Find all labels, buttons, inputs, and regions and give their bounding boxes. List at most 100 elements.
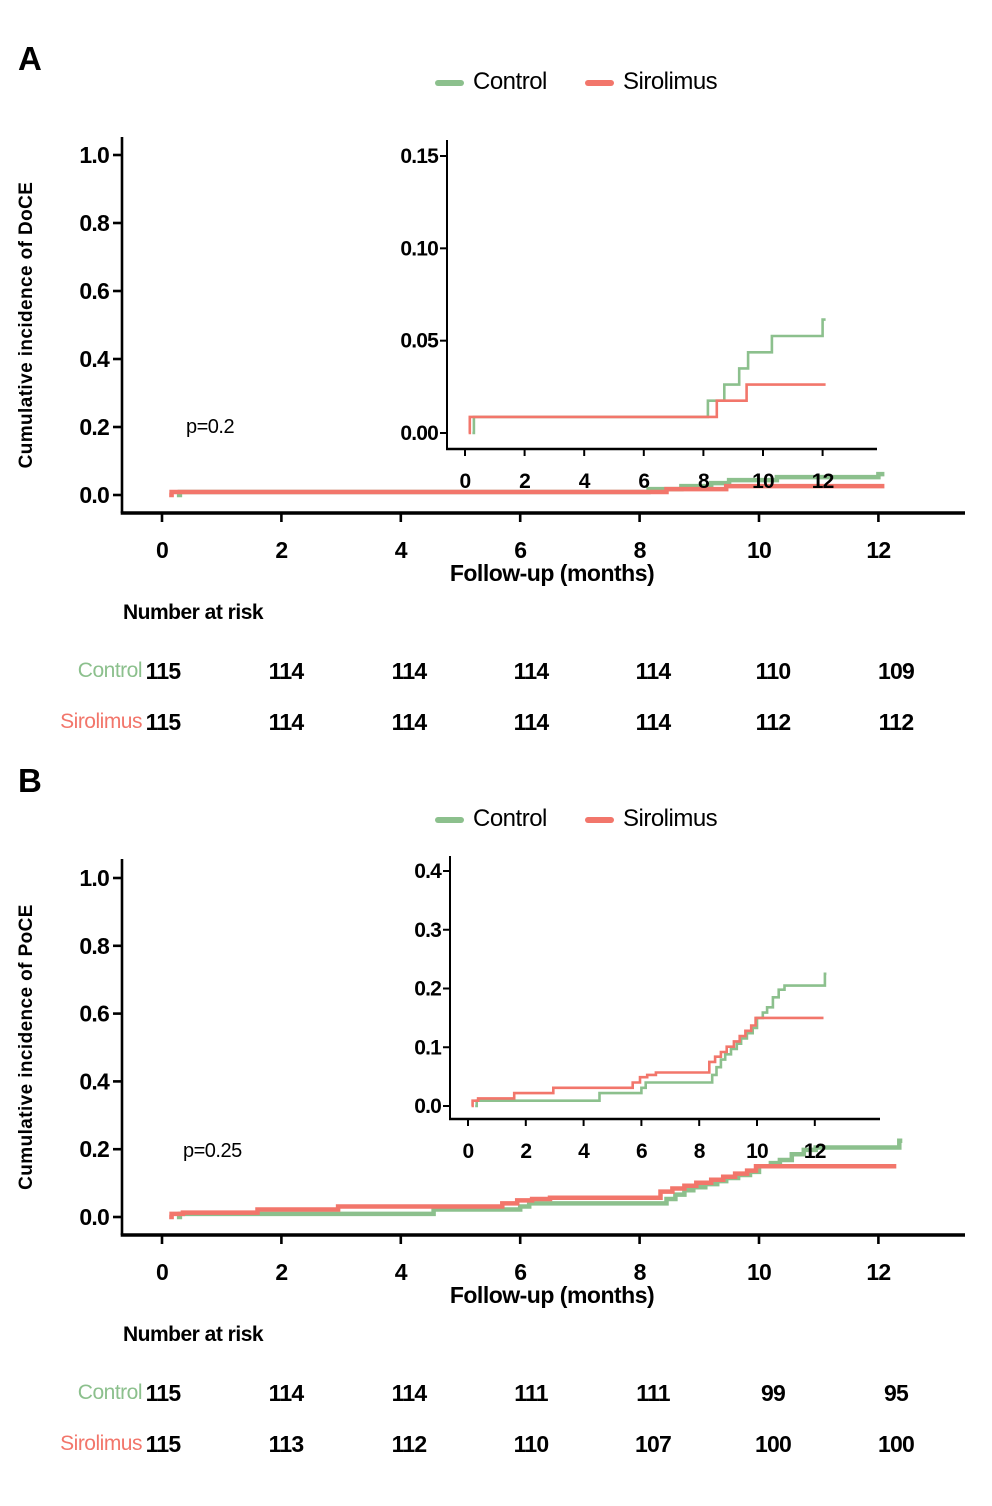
x-tick-label: 8 bbox=[634, 1259, 647, 1285]
x-tick-label: 10 bbox=[752, 470, 774, 493]
x-tick-label: 10 bbox=[746, 1140, 768, 1163]
main-plot-B: 0.0 0.2 0.4 0.6 0.8 1.0 0 2 4 6 8 10 12 bbox=[79, 859, 965, 1285]
risk-count: 114 bbox=[513, 658, 550, 684]
inset-plot-A: 0.00 0.05 0.10 0.15 0 2 4 6 8 10 12 bbox=[400, 140, 877, 493]
x-tick-label: 2 bbox=[520, 1140, 531, 1163]
risk-count: 111 bbox=[636, 1380, 670, 1406]
x-tick-label: 12 bbox=[804, 1140, 826, 1163]
x-tick-label: 10 bbox=[747, 1259, 771, 1285]
y-tick-label: 0.8 bbox=[79, 933, 110, 959]
y-tick-label: 0.15 bbox=[400, 145, 439, 168]
risk-count: 113 bbox=[268, 1431, 305, 1457]
x-tick-label: 2 bbox=[275, 1259, 287, 1285]
risk-row-label-sirolimus-B: Sirolimus bbox=[60, 1432, 142, 1455]
series-sirolimus-curve bbox=[471, 1016, 824, 1108]
p-value-B: p=0.25 bbox=[183, 1140, 242, 1162]
x-tick-label: 0 bbox=[156, 1259, 168, 1285]
risk-count: 114 bbox=[635, 709, 672, 735]
risk-count: 112 bbox=[878, 709, 915, 735]
legend-control-label-A: Control bbox=[473, 68, 547, 95]
y-tick-label: 0.2 bbox=[79, 1136, 109, 1162]
x-tick-label: 8 bbox=[634, 537, 647, 563]
y-tick-label: 0.05 bbox=[400, 330, 439, 353]
y-tick-label: 0.2 bbox=[414, 978, 441, 1001]
y-tick-label: 0.0 bbox=[79, 1204, 109, 1230]
legend-control-label-B: Control bbox=[473, 805, 547, 832]
risk-count: 115 bbox=[145, 1431, 182, 1457]
number-at-risk-title-A: Number at risk bbox=[123, 601, 264, 624]
y-tick-label: 0.4 bbox=[79, 346, 110, 372]
x-tick-label: 0 bbox=[460, 470, 471, 493]
panel-letter-B: B bbox=[18, 762, 42, 799]
x-tick-label: 6 bbox=[514, 1259, 526, 1285]
series-control-curve bbox=[176, 1138, 903, 1220]
series-sirolimus-curve bbox=[169, 1163, 897, 1220]
risk-count: 115 bbox=[145, 1380, 182, 1406]
legend-sirolimus-swatch-icon bbox=[585, 80, 614, 86]
risk-count: 114 bbox=[268, 658, 305, 684]
inset-plot-B: 0.0 0.1 0.2 0.3 0.4 0 2 4 6 8 10 12 bbox=[414, 856, 880, 1163]
x-tick-label: 2 bbox=[275, 537, 287, 563]
risk-count: 114 bbox=[391, 1380, 428, 1406]
x-tick-label: 12 bbox=[866, 1259, 890, 1285]
risk-count: 114 bbox=[513, 709, 550, 735]
x-tick-label: 12 bbox=[866, 537, 890, 563]
x-tick-label: 10 bbox=[747, 537, 771, 563]
y-tick-label: 0.6 bbox=[79, 1001, 109, 1027]
risk-row-label-control-B: Control bbox=[77, 1381, 143, 1404]
x-tick-label: 0 bbox=[463, 1140, 474, 1163]
x-tick-label: 8 bbox=[698, 470, 710, 493]
x-tick-label: 4 bbox=[395, 1259, 408, 1285]
risk-count: 111 bbox=[514, 1380, 548, 1406]
risk-count: 115 bbox=[145, 658, 182, 684]
y-tick-label: 0.2 bbox=[79, 414, 109, 440]
y-tick-label: 0.0 bbox=[79, 482, 109, 508]
legend-sirolimus-label-B: Sirolimus bbox=[623, 805, 718, 832]
y-tick-label: 0.4 bbox=[79, 1068, 110, 1094]
x-tick-label: 6 bbox=[514, 537, 526, 563]
risk-count: 99 bbox=[761, 1380, 786, 1406]
risk-count: 110 bbox=[513, 1431, 550, 1457]
y-tick-label: 0.4 bbox=[414, 860, 442, 883]
x-axis-label-A: Follow-up (months) bbox=[449, 560, 655, 586]
risk-count: 114 bbox=[391, 658, 428, 684]
x-tick-label: 6 bbox=[636, 1140, 647, 1163]
y-tick-label: 0.3 bbox=[414, 919, 441, 942]
main-plot-A: 0.0 0.2 0.4 0.6 0.8 1.0 0 2 4 6 8 10 12 bbox=[79, 137, 965, 563]
legend-control-swatch-icon bbox=[435, 817, 464, 823]
risk-count: 100 bbox=[755, 1431, 792, 1457]
x-tick-label: 8 bbox=[694, 1140, 706, 1163]
risk-count: 114 bbox=[268, 1380, 305, 1406]
y-tick-label: 0.8 bbox=[79, 210, 110, 236]
p-value-A: p=0.2 bbox=[186, 416, 235, 438]
y-tick-label: 0.0 bbox=[414, 1095, 441, 1118]
x-tick-label: 6 bbox=[638, 470, 649, 493]
series-control-curve bbox=[475, 972, 827, 1108]
y-axis-label-A: Cumulative incidence of DoCE bbox=[16, 181, 37, 469]
x-tick-label: 0 bbox=[156, 537, 168, 563]
x-tick-label: 12 bbox=[812, 470, 834, 493]
risk-count: 112 bbox=[391, 1431, 428, 1457]
y-axis-label-B: Cumulative incidence of PoCE bbox=[16, 904, 37, 1190]
legend-control-swatch-icon bbox=[435, 80, 464, 86]
y-tick-label: 1.0 bbox=[79, 865, 109, 891]
panel-letter-A: A bbox=[18, 40, 42, 77]
y-tick-label: 0.6 bbox=[79, 278, 109, 304]
risk-count: 114 bbox=[391, 709, 428, 735]
x-tick-label: 4 bbox=[578, 1140, 590, 1163]
legend-sirolimus-label-A: Sirolimus bbox=[623, 68, 718, 95]
series-sirolimus-curve bbox=[169, 483, 885, 498]
x-axis-label-B: Follow-up (months) bbox=[449, 1282, 655, 1308]
y-tick-label: 0.10 bbox=[400, 237, 438, 260]
risk-count: 114 bbox=[268, 709, 305, 735]
x-tick-label: 4 bbox=[579, 470, 591, 493]
y-tick-label: 0.1 bbox=[414, 1036, 442, 1059]
risk-count: 112 bbox=[755, 709, 792, 735]
x-tick-label: 4 bbox=[395, 537, 408, 563]
risk-count: 114 bbox=[635, 658, 672, 684]
y-tick-label: 1.0 bbox=[79, 142, 109, 168]
risk-count: 115 bbox=[145, 709, 182, 735]
risk-row-label-sirolimus-A: Sirolimus bbox=[60, 710, 142, 733]
